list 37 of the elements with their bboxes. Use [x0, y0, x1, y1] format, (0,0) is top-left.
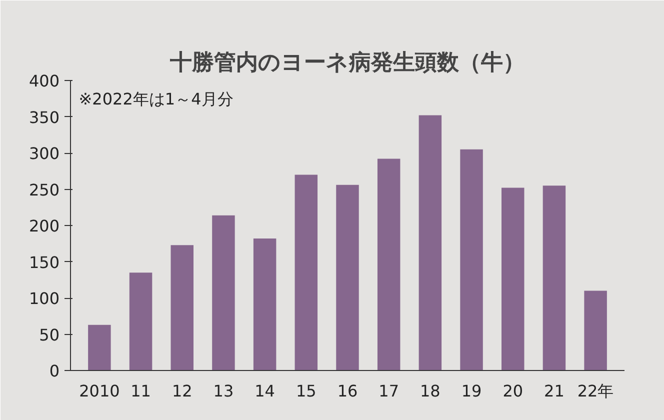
bar: [377, 158, 400, 370]
y-tick-label: 250: [28, 180, 60, 200]
category-label: 22年: [577, 382, 614, 400]
bar: [336, 184, 359, 370]
bar: [542, 186, 566, 370]
bar: [502, 188, 524, 370]
x-tick-label: 11: [130, 382, 151, 400]
x-tick-label: 15: [296, 382, 316, 400]
bar: [584, 290, 607, 370]
chart-title: 十勝管内のヨーネ病発生頭数（牛）: [169, 50, 525, 76]
bar: [418, 115, 442, 370]
y-tick-label: 50: [39, 325, 60, 344]
bar: [129, 272, 152, 370]
x-tick-label: 20: [502, 382, 524, 400]
y-tick-label: 350: [28, 108, 60, 127]
bar: [253, 238, 276, 370]
x-tick-label: 18: [420, 382, 440, 400]
x-tick-label: 17: [378, 382, 400, 400]
x-tick-label: 14: [254, 382, 275, 400]
bar: [212, 215, 235, 370]
x-tick-label: 21: [544, 382, 564, 400]
x-tick-label: 2010: [79, 382, 120, 400]
x-tick-label: 13: [213, 382, 234, 400]
bar: [294, 174, 318, 370]
x-tick-label: 16: [337, 382, 358, 400]
y-tick-label: 200: [28, 216, 60, 236]
x-tick-label: 12: [172, 382, 192, 400]
bar: [88, 324, 111, 370]
bar: [460, 149, 483, 370]
y-tick-label: 400: [28, 72, 60, 90]
y-tick-label: 150: [28, 252, 60, 272]
bar: [170, 245, 194, 370]
annotation: ※2022年は1～4月分: [78, 90, 234, 108]
y-tick-label: 0: [49, 362, 60, 380]
y-tick-label: 100: [28, 289, 60, 308]
y-tick-label: 300: [28, 144, 60, 163]
x-tick-label: 19: [461, 382, 482, 400]
